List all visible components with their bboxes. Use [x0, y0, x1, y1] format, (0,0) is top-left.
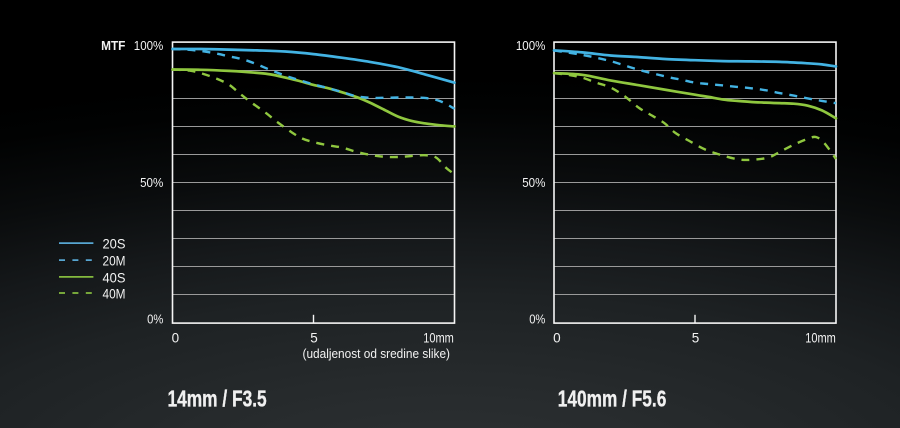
- svg-text:40M: 40M: [103, 285, 126, 301]
- svg-text:20S: 20S: [103, 236, 126, 252]
- svg-text:5: 5: [310, 330, 318, 345]
- svg-text:140mm / F5.6: 140mm / F5.6: [558, 386, 667, 412]
- svg-text:100%: 100%: [516, 38, 546, 53]
- svg-text:20M: 20M: [103, 253, 126, 269]
- svg-text:0%: 0%: [529, 312, 545, 327]
- svg-text:50%: 50%: [522, 175, 545, 190]
- svg-text:MTF: MTF: [101, 38, 125, 53]
- svg-text:50%: 50%: [140, 175, 163, 190]
- svg-text:100%: 100%: [134, 38, 164, 53]
- svg-text:0: 0: [553, 330, 561, 345]
- svg-text:5: 5: [692, 330, 700, 345]
- svg-text:0%: 0%: [147, 312, 163, 327]
- svg-text:(udaljenost od sredine slike): (udaljenost od sredine slike): [303, 347, 451, 361]
- svg-text:0: 0: [172, 330, 180, 345]
- svg-text:14mm / F3.5: 14mm / F3.5: [168, 386, 267, 412]
- svg-text:40S: 40S: [103, 269, 126, 285]
- svg-text:10mm: 10mm: [805, 330, 836, 345]
- svg-text:10mm: 10mm: [423, 330, 454, 345]
